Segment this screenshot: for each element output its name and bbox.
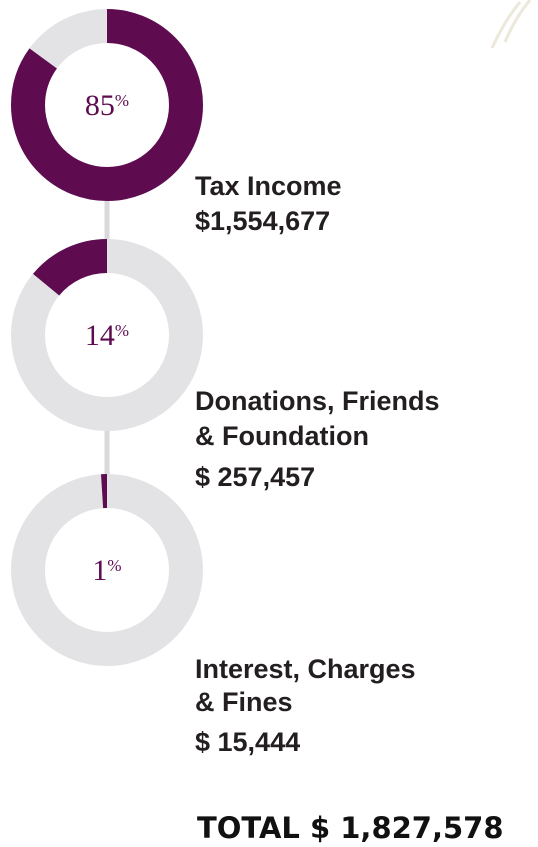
leaf-stroke <box>503 0 532 43</box>
donut-segment <box>11 9 203 201</box>
category-label: Donations, Friends <box>195 386 440 416</box>
donut-segment <box>11 474 203 666</box>
total: TOTAL $ 1,827,578 <box>197 811 504 845</box>
percent-label: 85% <box>85 89 129 122</box>
amount-label: $ 15,444 <box>195 727 300 757</box>
category-label: Interest, Charges <box>195 654 416 684</box>
decoration <box>490 0 532 49</box>
amount-label: $ 257,457 <box>195 462 315 492</box>
donut-segment <box>11 239 203 431</box>
percent-label: 14% <box>85 319 129 352</box>
percent-label: 1% <box>92 554 121 587</box>
category-label: & Fines <box>195 687 293 717</box>
leaf-stroke <box>490 1 522 49</box>
amount-label: $1,554,677 <box>195 206 330 236</box>
category-label: & Foundation <box>195 421 369 451</box>
category-label: Tax Income <box>195 171 342 201</box>
